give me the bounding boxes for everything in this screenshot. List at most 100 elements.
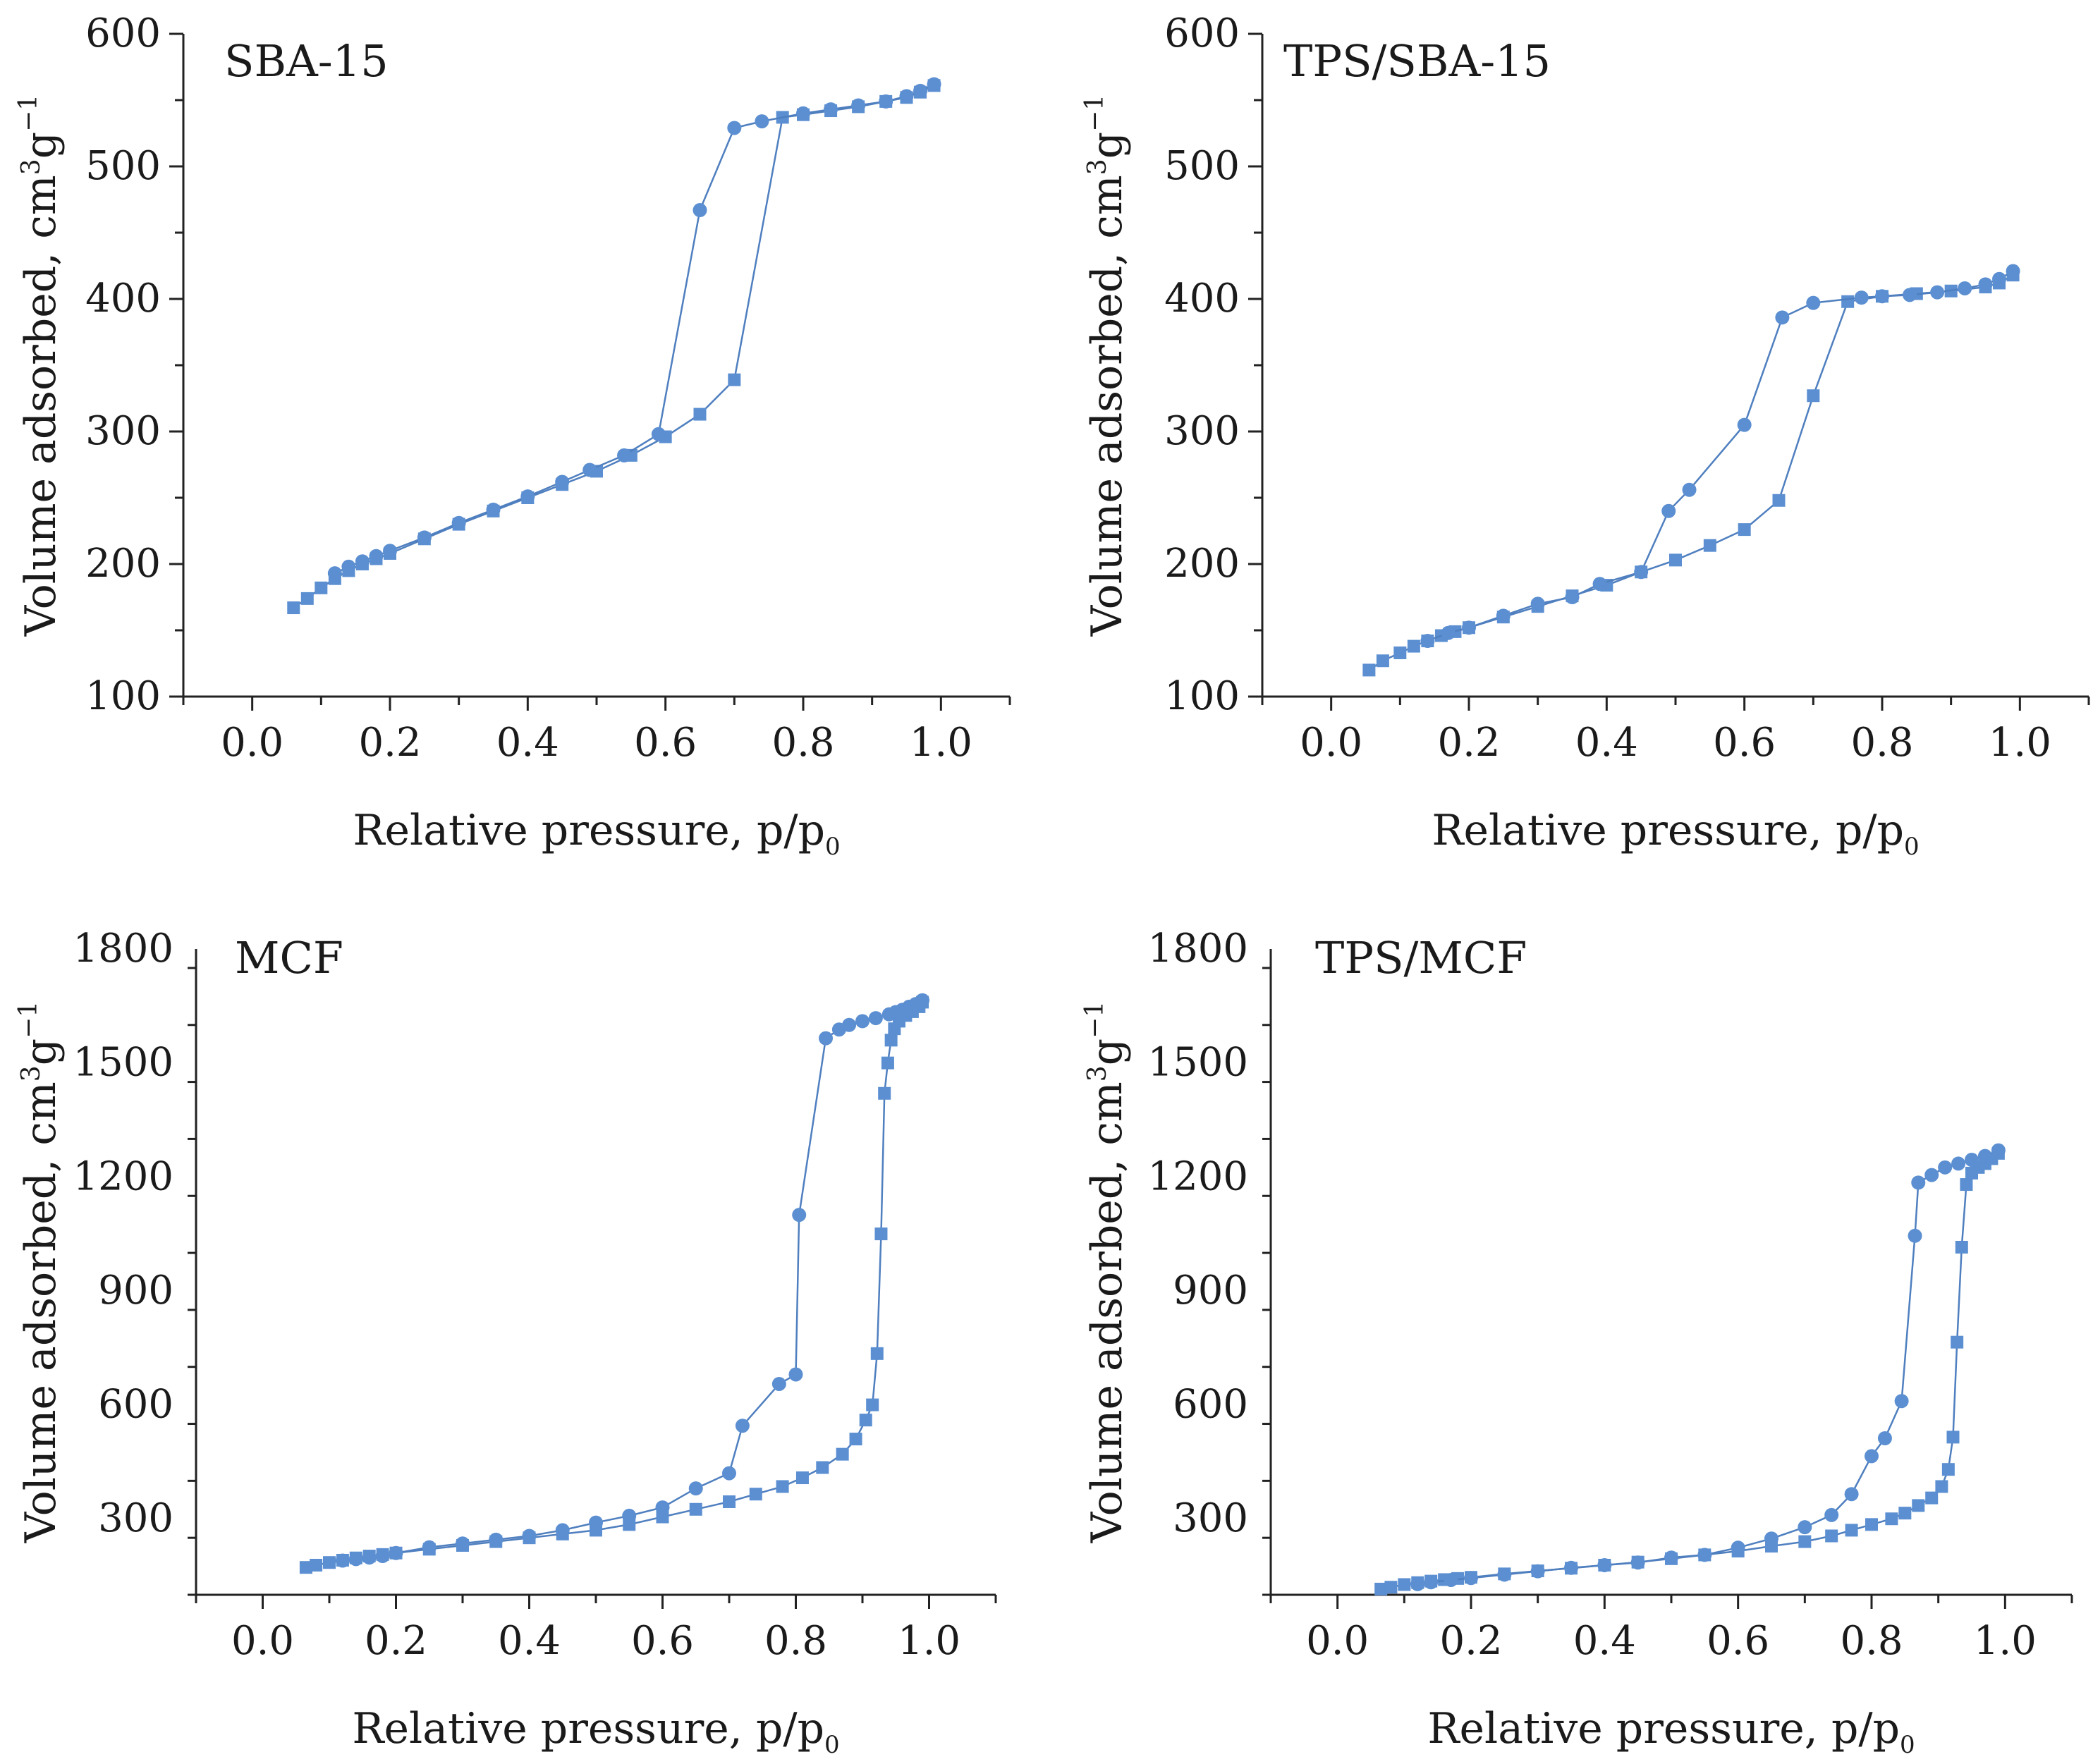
adsorption-point: [1374, 1582, 1388, 1595]
adsorption-point: [1865, 1518, 1878, 1531]
desorption-point: [456, 1536, 470, 1551]
adsorption-point: [656, 1510, 669, 1524]
x-tick-label: 0.0: [1300, 720, 1362, 766]
adsorption-point: [836, 1447, 849, 1461]
adsorption-point: [1393, 646, 1407, 659]
desorption-point: [1496, 608, 1511, 623]
adsorption-point: [874, 1227, 888, 1241]
x-tick-label: 0.8: [764, 1618, 827, 1664]
desorption-point: [1908, 1228, 1922, 1243]
series-line-adsorption: [1380, 1152, 1999, 1591]
desorption-point: [655, 1500, 670, 1515]
adsorption-point: [1960, 1178, 1973, 1192]
desorption-point: [1634, 565, 1649, 580]
x-tick-label: 0.8: [1850, 720, 1913, 766]
desorption-point: [389, 1545, 403, 1560]
y-tick-label: 200: [85, 541, 161, 587]
x-tick-label: 0.0: [1306, 1618, 1369, 1664]
desorption-point: [1697, 1548, 1712, 1562]
desorption-point: [1664, 1550, 1678, 1565]
desorption-point: [1424, 1575, 1439, 1590]
desorption-point: [1564, 1560, 1578, 1575]
adsorption-point: [287, 601, 300, 615]
adsorption-point: [749, 1488, 762, 1501]
adsorption-point: [689, 1502, 702, 1516]
desorption-point: [1764, 1531, 1778, 1546]
desorption-point: [1911, 1175, 1926, 1190]
x-tick-label: 0.6: [634, 720, 697, 766]
y-tick-label: 300: [85, 408, 161, 454]
x-tick-label: 0.2: [365, 1618, 427, 1664]
desorption-point: [735, 1419, 750, 1433]
x-tick-label: 0.0: [221, 720, 283, 766]
adsorption-point: [1738, 523, 1751, 537]
desorption-point: [1854, 290, 1869, 305]
adsorption-point: [1772, 494, 1786, 507]
series-line-adsorption: [293, 85, 935, 609]
adsorption-point: [1376, 654, 1389, 668]
adsorption-point: [1703, 539, 1716, 552]
desorption-point: [486, 502, 501, 517]
x-tick-label: 0.6: [1713, 720, 1776, 766]
series-line-adsorption: [1368, 274, 2014, 671]
desorption-point: [1894, 1394, 1909, 1409]
adsorption-point: [1798, 1535, 1812, 1548]
y-axis-title: Volume adsorbed, cm3g−1: [1080, 94, 1132, 637]
x-tick-label: 0.6: [1707, 1618, 1769, 1664]
panel-title: MCF: [235, 932, 343, 984]
desorption-point: [327, 566, 342, 581]
desorption-point: [727, 121, 742, 135]
desorption-point: [451, 515, 466, 530]
y-tick-label: 500: [1164, 143, 1240, 189]
adsorption-point: [1912, 1499, 1925, 1512]
y-tick-label: 300: [1164, 408, 1240, 454]
adsorption-point: [315, 581, 328, 594]
y-tick-label: 1500: [73, 1040, 173, 1086]
desorption-point: [771, 1376, 786, 1391]
adsorption-point: [1898, 1507, 1912, 1520]
desorption-point: [617, 448, 632, 463]
chart-panel-3: 300 600 900 1200 1500 1800 0.0 0.2 0.4 0.6 0.8 1.0 T…: [1080, 926, 2073, 1759]
desorption-point: [1597, 1557, 1612, 1572]
adsorption-point: [870, 1347, 884, 1360]
desorption-point: [913, 83, 928, 98]
adsorption-point: [1845, 1524, 1858, 1537]
series-line-desorption: [342, 999, 923, 1562]
desorption-point: [1462, 620, 1476, 635]
desorption-point: [489, 1532, 504, 1547]
y-tick-label: 600: [85, 11, 161, 56]
adsorption-point: [849, 1433, 862, 1446]
desorption-point: [1464, 1571, 1478, 1586]
y-axis-title: Volume adsorbed, cm3g−1: [1080, 1001, 1132, 1543]
adsorption-point: [1407, 639, 1420, 653]
y-tick-label: 400: [85, 276, 161, 321]
desorption-point: [1565, 590, 1580, 604]
y-tick-label: 900: [1173, 1268, 1248, 1313]
adsorption-point: [1825, 1529, 1838, 1543]
desorption-point: [1978, 277, 1993, 292]
desorption-point: [1798, 1520, 1812, 1535]
desorption-point: [1530, 1564, 1545, 1579]
adsorption-point: [776, 1480, 789, 1493]
x-tick-label: 0.4: [1575, 720, 1638, 766]
adsorption-point: [1362, 663, 1376, 677]
desorption-point: [927, 77, 941, 92]
y-tick-label: 200: [1164, 541, 1240, 587]
desorption-point: [879, 94, 893, 109]
x-axis-title: Relative pressure, p/p0: [1432, 806, 1919, 861]
desorption-point: [796, 106, 810, 121]
adsorption-point: [881, 1056, 894, 1070]
adsorption-point: [1669, 553, 1682, 567]
desorption-point: [1865, 1449, 1879, 1464]
series-line-desorption: [334, 83, 935, 575]
y-axis-title: Volume adsorbed, cm3g−1: [14, 94, 66, 637]
adsorption-point: [816, 1461, 829, 1474]
desorption-point: [899, 89, 914, 104]
adsorption-point: [1941, 1463, 1955, 1476]
chart-panel-2: 300 600 900 1200 1500 1800 0.0 0.2 0.4 0.6 0.8 1.0 M…: [14, 926, 997, 1759]
adsorption-point: [1935, 1480, 1948, 1493]
desorption-point: [362, 1550, 377, 1565]
y-tick-label: 500: [85, 143, 161, 189]
y-tick-label: 900: [98, 1268, 173, 1313]
adsorption-point: [1384, 1581, 1398, 1594]
